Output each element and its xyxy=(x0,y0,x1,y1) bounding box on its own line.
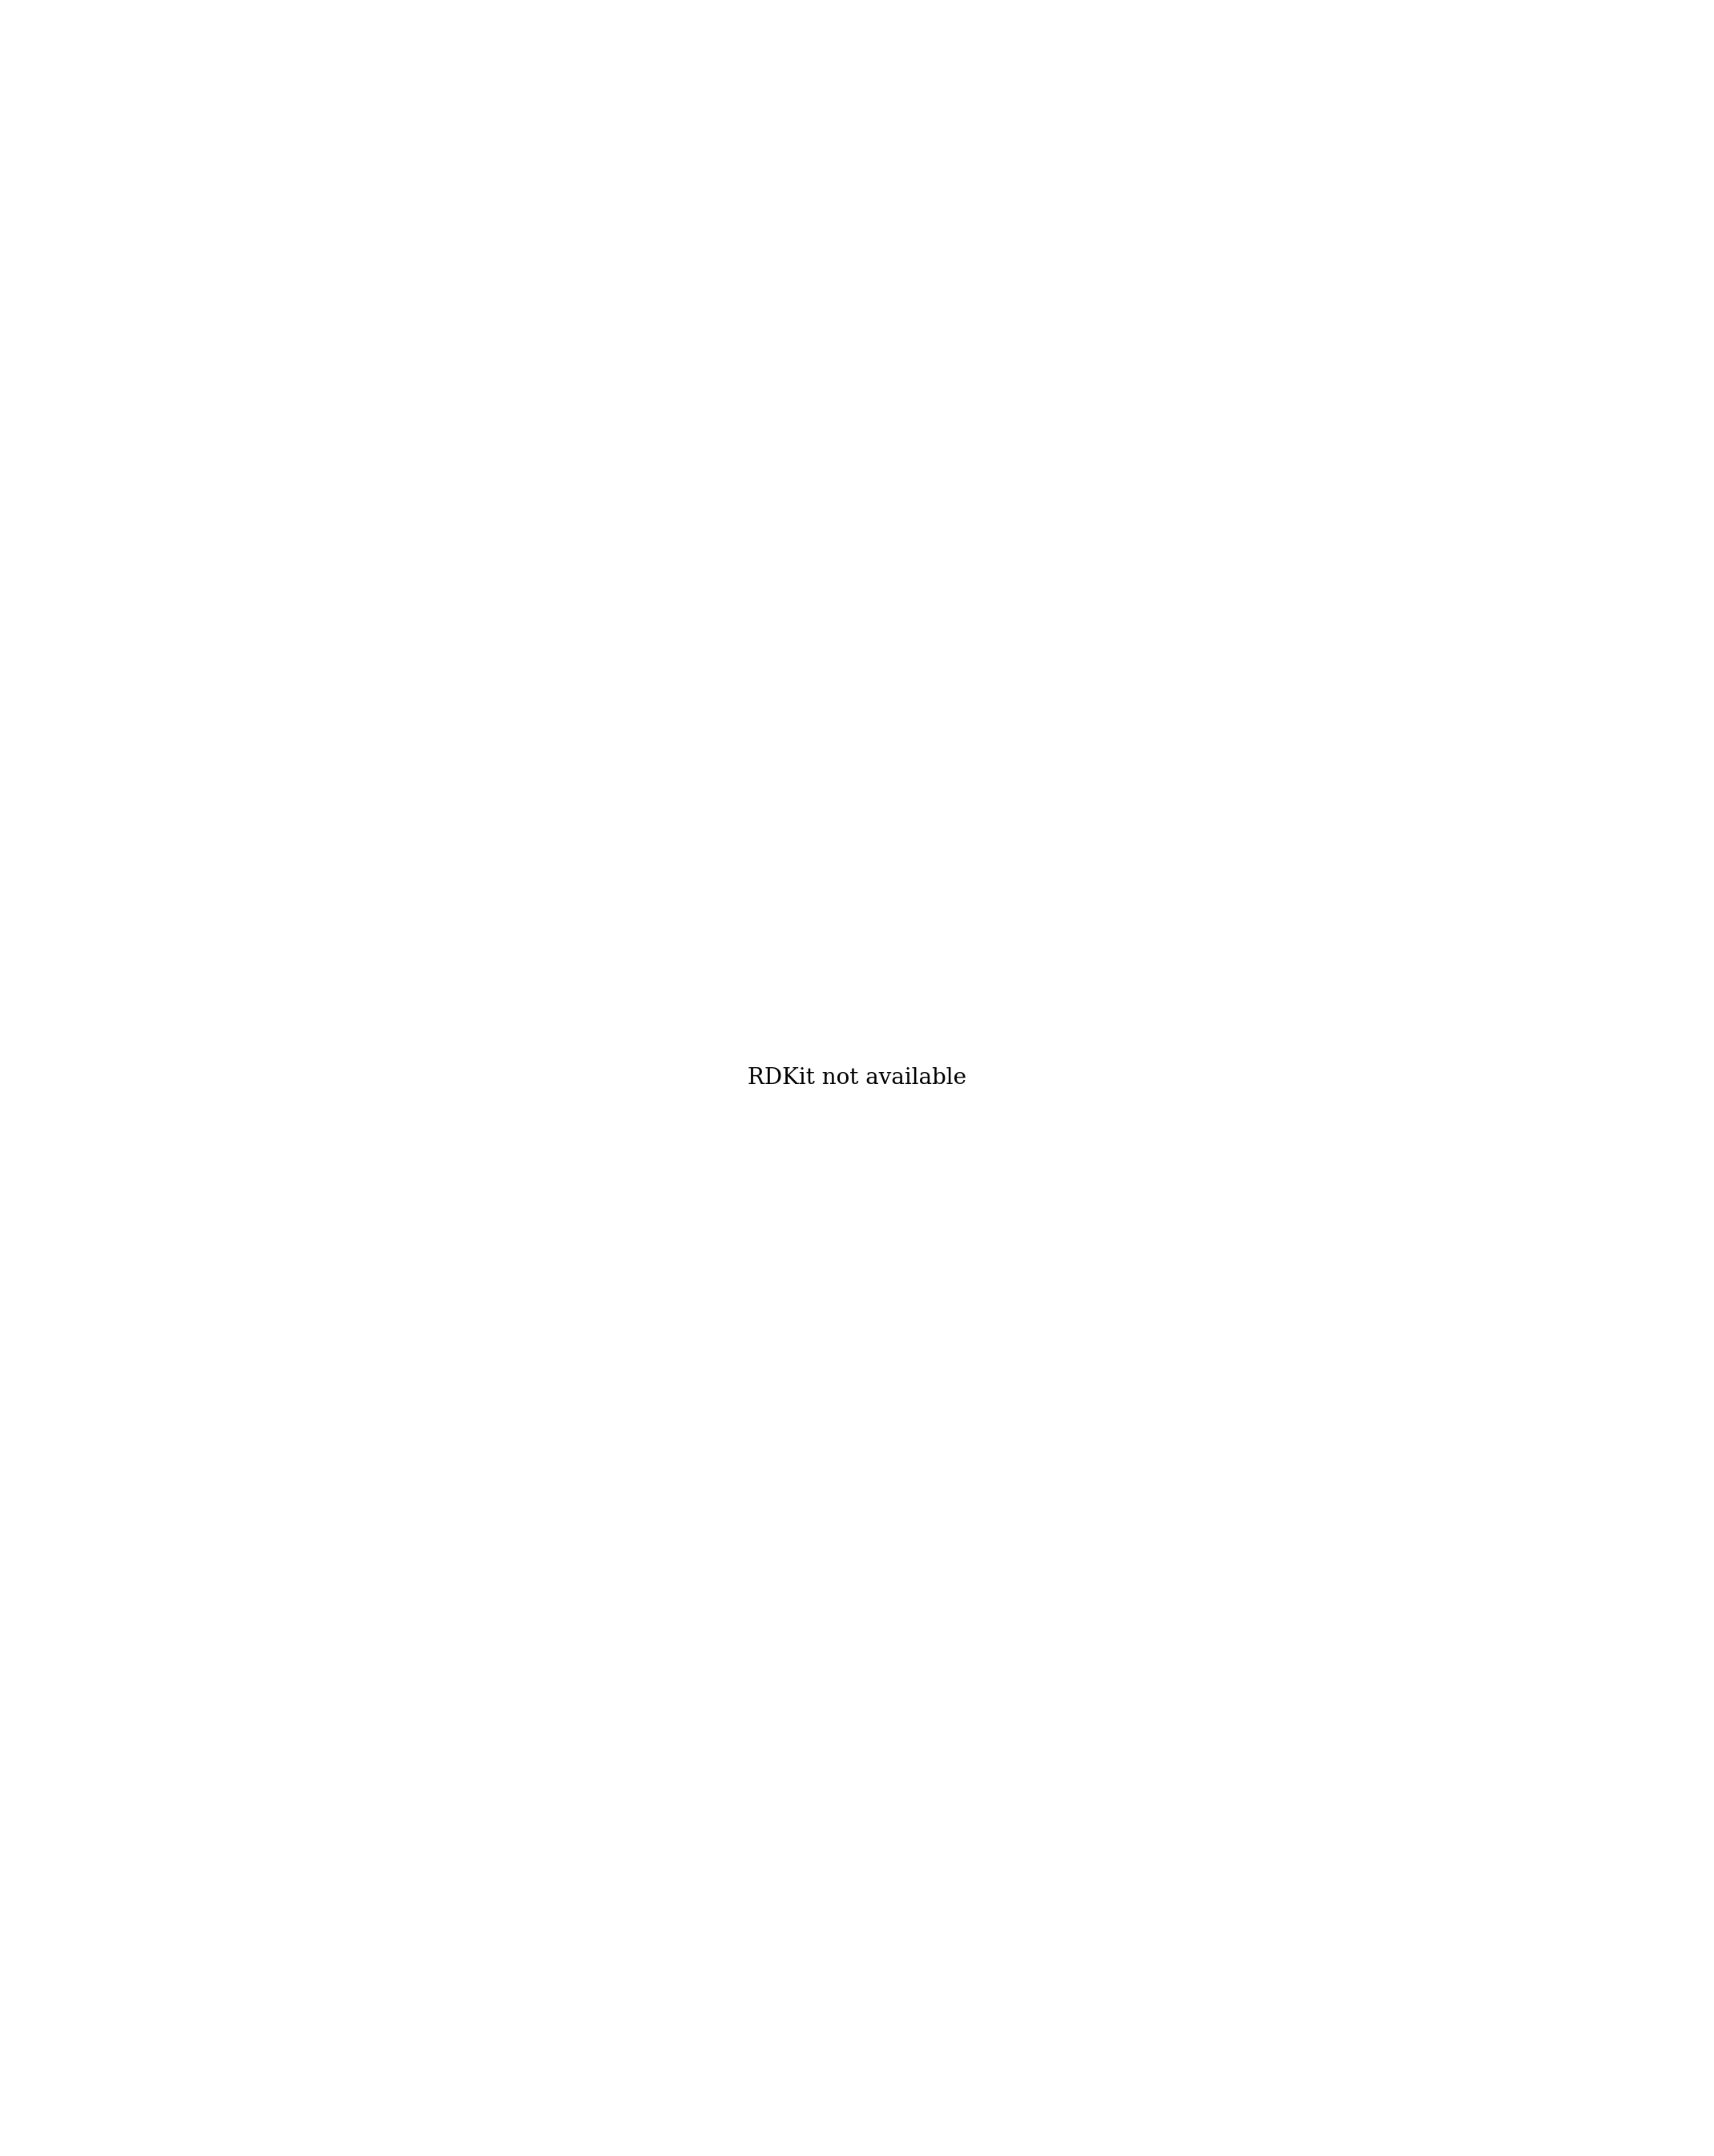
Text: RDKit not available: RDKit not available xyxy=(747,1067,967,1089)
